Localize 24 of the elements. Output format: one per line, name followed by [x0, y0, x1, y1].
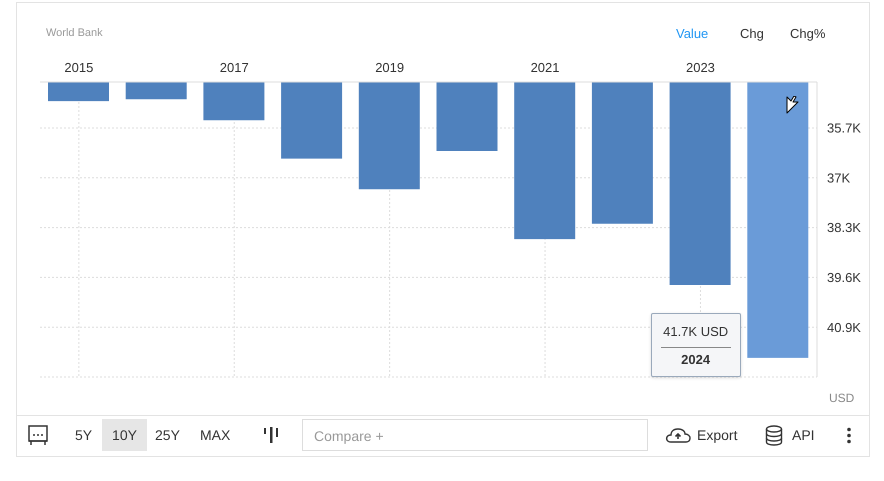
annotation: 2024 — [680, 352, 712, 367]
x-tick-label: 2015 — [64, 60, 94, 75]
annotation: 41.7K USD — [662, 324, 730, 339]
y-tick-label: 40.9K — [827, 320, 862, 335]
text: Value — [676, 26, 708, 41]
y-tick-label: 38.3K — [827, 220, 862, 236]
text: Chg — [740, 26, 764, 41]
text: World Bank — [46, 27, 103, 39]
text: Chg% — [790, 26, 826, 41]
text: MAX — [200, 427, 230, 443]
y-tick-label: 37K — [827, 170, 850, 186]
text: 10Y — [102, 419, 147, 451]
y-axis-title: USD — [829, 391, 854, 405]
x-tick-label: 2019 — [375, 60, 404, 75]
text: 25Y — [155, 427, 180, 443]
compare-field: Compare + — [302, 419, 648, 451]
x-tick-label: 2021 — [530, 60, 560, 75]
text: 5Y — [75, 427, 92, 443]
y-tick-label: 35.7K — [827, 120, 862, 136]
text: Export — [697, 427, 738, 443]
x-tick-label: 2017 — [220, 60, 249, 75]
y-tick-label: 39.6K — [827, 270, 862, 286]
text: API — [792, 427, 815, 443]
x-tick-label: 2023 — [686, 60, 715, 75]
